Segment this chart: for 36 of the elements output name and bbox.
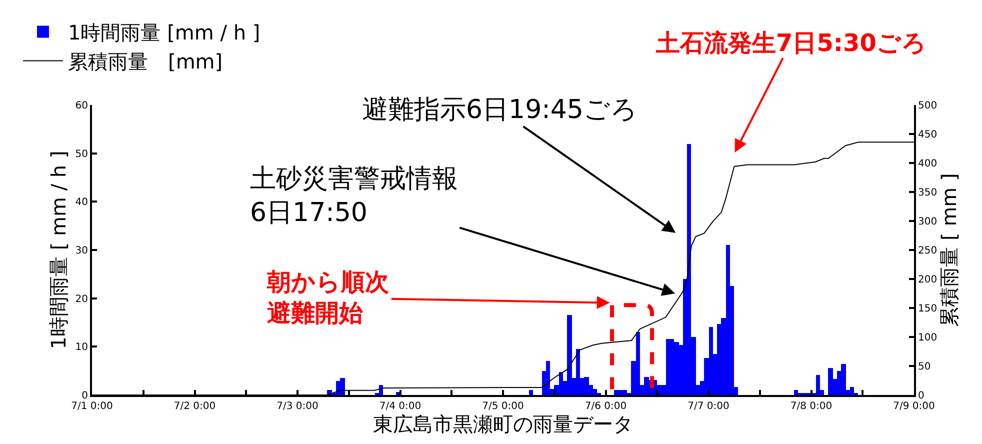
x-tick-label: 7/2 0:00: [174, 401, 216, 412]
legend-label: 累積雨量 [mm]: [68, 50, 223, 74]
x-axis-title: 東広島市黒瀬町の雨量データ: [373, 412, 633, 436]
annotation: 朝から順次避難開始: [266, 268, 390, 328]
y2-axis-title: 累積雨量 [ mm ]: [937, 173, 962, 327]
y-tick-label: 30: [75, 246, 88, 256]
y2-tick-label: 0: [918, 390, 924, 402]
y2-tick-label: 300: [918, 216, 938, 228]
x-tick-label: 7/4 0:00: [379, 401, 422, 412]
x-tick-label: 7/7 0:00: [688, 401, 730, 412]
y-axis-title: 1時間雨量 [ mm / h ]: [46, 150, 70, 350]
text: 土石流発生7日5:30ごろ: [655, 29, 926, 57]
y2-tick-label: 200: [918, 274, 938, 286]
y-tick-label: 60: [75, 100, 88, 112]
x-tick-label: 7/3 0:00: [276, 401, 318, 412]
y2-tick-label: 450: [918, 130, 938, 140]
x-tick-label: 7/9 0:00: [893, 401, 935, 412]
x-tick-label: 7/6 0:00: [584, 401, 627, 412]
y2-tick-label: 500: [918, 100, 938, 112]
x-tick-label: 7/8 0:00: [790, 401, 832, 412]
annotation: 土砂災害警戒情報 6日17:50: [250, 164, 458, 228]
y-tick-label: 40: [75, 197, 88, 208]
y-tick-label: 0: [82, 390, 88, 402]
y2-tick-label: 350: [918, 188, 938, 198]
y-tick-label: 50: [75, 148, 88, 160]
y2-tick-label: 100: [918, 332, 938, 344]
y2-tick-label: 250: [918, 246, 938, 256]
y2-tick-label: 150: [918, 304, 938, 314]
x-tick-label: 7/5 0:00: [482, 401, 524, 412]
x-tick-label: 7/1 0:00: [71, 401, 113, 412]
annotation: 避難指示6日19:45ごろ: [362, 95, 638, 125]
legend-label: 1時間雨量 [mm / h ]: [68, 20, 260, 44]
y-tick-label: 20: [75, 294, 88, 305]
y2-tick-label: 50: [918, 362, 931, 372]
y2-tick-label: 400: [918, 158, 938, 170]
y-tick-label: 10: [75, 342, 88, 354]
